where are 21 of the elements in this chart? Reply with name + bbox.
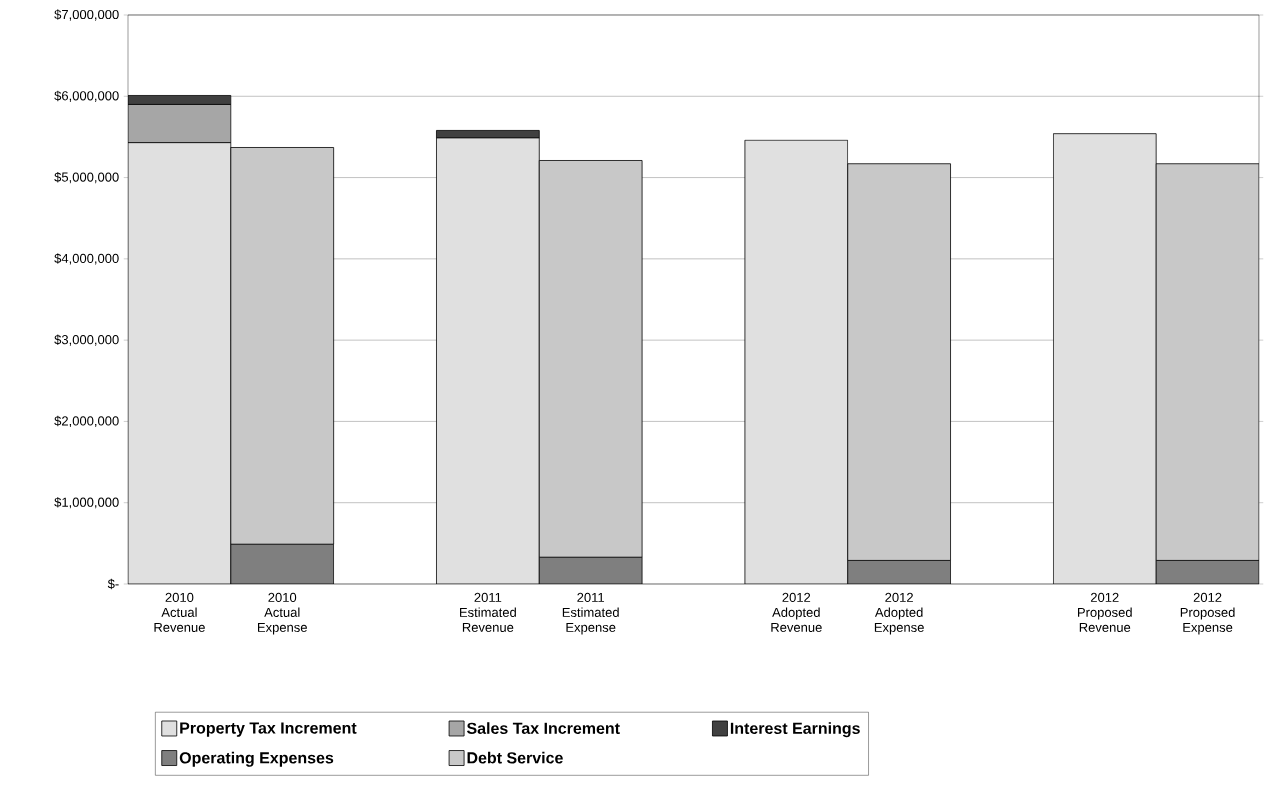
legend-label: Interest Earnings [730, 722, 860, 738]
y-tick-label: $- [107, 578, 119, 590]
y-tick-label: $1,000,000 [54, 497, 119, 509]
x-tick-label: 2010 Actual Revenue [154, 592, 205, 632]
x-tick-label: 2012 Adopted Expense [874, 592, 924, 635]
x-tick-label: 2012 Adopted Revenue [771, 592, 822, 632]
legend-label: Debt Service [467, 751, 563, 764]
y-tick-label: $7,000,000 [54, 9, 119, 21]
y-tick-label: $5,000,000 [54, 171, 119, 184]
y-tick-label: $4,000,000 [54, 253, 119, 265]
y-tick-label: $3,000,000 [54, 334, 119, 346]
legend-label: Operating Expenses [179, 751, 334, 767]
x-tick-label: 2012 Proposed Revenue [1078, 592, 1132, 632]
x-tick-label: 2012 Proposed Expense [1180, 592, 1235, 635]
legend-label: Property Tax Increment [180, 722, 357, 737]
y-tick-label: $2,000,000 [54, 415, 119, 428]
x-tick-label: 2011 Estimated Revenue [460, 592, 516, 632]
x-tick-label: 2011 Estimated Expense [562, 592, 619, 635]
legend-label: Sales Tax Increment [466, 722, 620, 734]
x-tick-label: 2010 Actual Expense [258, 592, 307, 635]
y-tick-label: $6,000,000 [54, 90, 119, 102]
